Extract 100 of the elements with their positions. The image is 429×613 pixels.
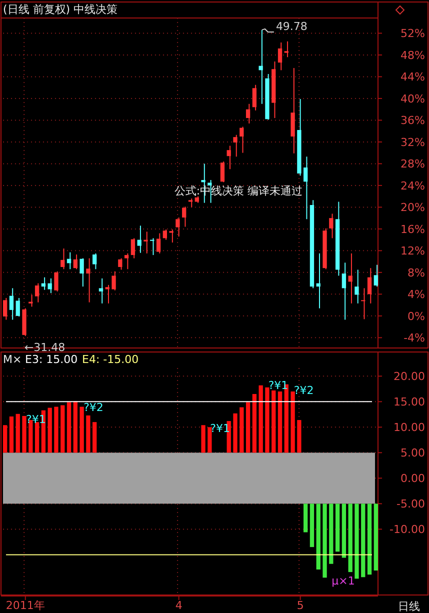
bar — [258, 385, 263, 453]
bar — [374, 504, 378, 571]
y-tick-label: 12% — [400, 244, 425, 258]
bar — [233, 413, 238, 453]
y-tick-label: 28% — [400, 158, 425, 171]
y-tick-label: 44% — [400, 70, 425, 84]
bar — [290, 391, 295, 453]
candlestick — [246, 103, 250, 124]
y-tick-label: -10.00 — [390, 523, 425, 536]
candlestick — [361, 288, 366, 320]
bar — [34, 422, 40, 453]
candlestick — [233, 134, 238, 158]
y-tick-label: 16% — [400, 222, 425, 236]
bar — [48, 408, 52, 453]
chart-title: M× — [3, 353, 22, 366]
candlestick — [367, 268, 372, 304]
bar — [54, 406, 58, 453]
bar — [297, 420, 302, 453]
bar — [361, 504, 366, 578]
bar — [348, 504, 352, 572]
bar — [80, 406, 84, 453]
candlestick — [54, 270, 58, 292]
y-tick-label: 36% — [400, 114, 425, 128]
y-tick-label: 48% — [400, 48, 425, 62]
candlestick — [16, 297, 20, 317]
bar — [329, 504, 334, 564]
x-tick-label: 2011年 — [6, 599, 45, 612]
annotation: μ×1 — [332, 574, 355, 588]
candlestick — [354, 269, 359, 304]
ref-line-label: E4: -15.00 — [82, 353, 139, 366]
bar — [272, 390, 276, 453]
bar — [265, 387, 270, 453]
bar — [354, 504, 359, 579]
chart-title: (日线 前复权) 中线决策 — [3, 3, 118, 16]
y-tick-label: 5.00 — [400, 446, 425, 460]
bar — [92, 422, 97, 453]
candlestick — [34, 282, 40, 303]
candlestick — [118, 258, 122, 270]
x-tick-label: 4 — [175, 599, 182, 612]
candlestick — [252, 84, 257, 111]
y-tick-label: 40% — [400, 92, 425, 106]
y-tick-label: 20% — [400, 201, 425, 214]
bar — [60, 405, 65, 453]
candlestick — [92, 252, 97, 270]
bar — [73, 401, 78, 453]
candlestick — [226, 145, 231, 170]
candlestick — [48, 278, 52, 294]
candlestick — [220, 161, 225, 183]
candlestick — [278, 42, 282, 71]
candlestick — [105, 284, 110, 304]
y-tick-label: 15.00 — [394, 396, 425, 409]
ref-line-label: E3: 15.00 — [25, 353, 78, 366]
candlestick — [3, 297, 8, 320]
candlestick — [182, 206, 186, 228]
bar — [201, 425, 206, 453]
bar — [367, 504, 372, 575]
candlestick — [137, 225, 142, 254]
candlestick — [304, 156, 308, 220]
bar — [22, 416, 26, 453]
annotation: ?¥2 — [84, 401, 104, 414]
annotation: ?¥1 — [268, 379, 288, 392]
candlestick — [374, 264, 378, 288]
bar — [16, 414, 20, 453]
bar — [240, 407, 244, 453]
y-tick-label: 24% — [400, 179, 425, 192]
candlestick — [329, 213, 334, 239]
candlestick — [176, 217, 180, 238]
candlestick — [290, 68, 295, 154]
bar — [86, 415, 90, 453]
y-tick-label: 0% — [408, 310, 425, 323]
candlestick — [98, 278, 104, 304]
bar — [310, 504, 314, 548]
candlestick — [60, 248, 65, 270]
bar — [252, 394, 257, 453]
candlestick — [284, 40, 288, 58]
bar — [342, 504, 346, 558]
candlestick — [348, 252, 352, 304]
candlestick — [130, 238, 136, 259]
candlestick — [144, 231, 148, 254]
bar — [304, 504, 308, 532]
bar — [278, 391, 282, 453]
candlestick — [124, 252, 129, 270]
y-tick-label: 10.00 — [394, 421, 425, 434]
x-tick-label: 5 — [296, 599, 304, 612]
bar — [316, 504, 320, 570]
bar — [208, 427, 212, 453]
y-tick-label: -4% — [404, 332, 425, 345]
candlestick — [240, 126, 244, 154]
y-tick-label: 0.00 — [400, 472, 425, 486]
bar — [246, 402, 250, 453]
text: 日线 — [398, 600, 420, 613]
annotation: ?¥2 — [294, 384, 314, 397]
bar — [9, 416, 14, 453]
candlestick — [73, 254, 78, 270]
y-tick-label: 4% — [408, 288, 425, 302]
bar — [66, 402, 72, 453]
candlestick — [162, 228, 168, 240]
y-tick-label: 8% — [408, 266, 425, 280]
candlestick — [86, 258, 90, 303]
candlestick — [169, 228, 174, 244]
